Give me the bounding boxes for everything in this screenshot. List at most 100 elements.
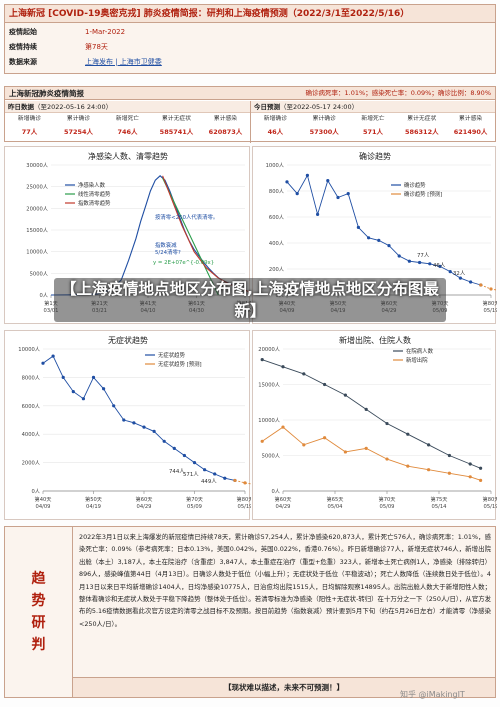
y-tick-label: 10000人 bbox=[18, 346, 40, 353]
chart-title: 新增出院、住院人数 bbox=[339, 335, 411, 345]
data-point bbox=[447, 471, 451, 475]
y-tick-label: 10000人 bbox=[26, 249, 48, 256]
data-point bbox=[458, 276, 462, 280]
yesterday-values: 77人 57254人 746人 585741人 620873人 bbox=[5, 125, 250, 139]
chart-annotation: 46人 bbox=[433, 262, 446, 269]
data-point bbox=[233, 478, 237, 483]
meta-key: 数据来源 bbox=[9, 58, 37, 66]
y-tick-label: 4000人 bbox=[22, 431, 40, 438]
x-tick-label: 04/09 bbox=[36, 504, 51, 510]
chart-annotation: 571人 bbox=[183, 471, 199, 478]
legend-label: 无症状趋势 bbox=[158, 351, 186, 359]
data-point bbox=[468, 475, 472, 479]
x-tick-label: 03/01 bbox=[44, 308, 59, 314]
data-point bbox=[260, 439, 264, 443]
data-point bbox=[285, 180, 289, 184]
today-head: 今日预测（至2022-05-17 24:00） bbox=[251, 101, 495, 113]
report-header: 上海新冠 [COVID-19奥密克戎] 肺炎疫情简报：研判和上海疫情预测（202… bbox=[4, 4, 496, 74]
data-point bbox=[102, 387, 106, 391]
y-tick-label: 800人 bbox=[269, 188, 284, 195]
x-tick-label: 05/19 bbox=[484, 308, 497, 314]
stat-label: 累计确诊 bbox=[312, 116, 336, 122]
y-tick-label: 15000人 bbox=[26, 227, 48, 234]
today-date: （至2022-05-17 24:00） bbox=[280, 103, 359, 111]
stat-label: 新增确诊 bbox=[263, 116, 287, 122]
y-tick-label: 20000人 bbox=[26, 205, 48, 212]
data-point bbox=[469, 280, 473, 284]
chart-annotation: y = 2E+07e^{-0.09x} bbox=[153, 260, 214, 266]
summary-bar: 上海新冠肺炎疫情简报 确诊病死率：1.01%；感染死亡率：0.09%；确诊比例：… bbox=[5, 87, 495, 100]
data-point bbox=[142, 425, 146, 429]
summary-title: 上海新冠肺炎疫情简报 bbox=[9, 89, 84, 98]
data-point bbox=[61, 375, 65, 379]
stat-label: 累计无症状 bbox=[407, 116, 437, 122]
y-tick-label: 30000人 bbox=[26, 162, 48, 169]
trend-study-label: 趋 势 研 判 bbox=[5, 527, 73, 697]
legend-label: 指数清零趋势 bbox=[78, 199, 111, 207]
x-tick-label: 第70天 bbox=[379, 495, 396, 503]
meta-key: 疫情起始 bbox=[9, 28, 37, 36]
chart-asymptomatic: 无症状趋势 0人 2000人 4000人 6000人 8000人 10000人 第40天 04/… bbox=[4, 330, 251, 520]
y-tick-label: 2000人 bbox=[22, 460, 40, 467]
data-point bbox=[152, 429, 156, 433]
legend-label: 净感染人数 bbox=[78, 181, 106, 189]
data-point bbox=[81, 397, 85, 401]
stat-label: 累计感染 bbox=[213, 116, 238, 122]
data-point bbox=[479, 478, 483, 482]
yesterday-labels: 新增确诊 累计确诊 新增死亡 累计无症状 累计感染 bbox=[5, 113, 250, 125]
stat-value: 571人 bbox=[362, 128, 384, 136]
chart-annotation: 449人 bbox=[201, 478, 217, 485]
data-point bbox=[213, 472, 217, 476]
y-tick-label: 0人 bbox=[32, 488, 41, 495]
data-point bbox=[406, 464, 410, 468]
stat-label: 新增死亡 bbox=[115, 116, 140, 122]
data-point bbox=[448, 270, 452, 274]
data-point bbox=[112, 404, 116, 408]
stat-label: 累计无症状 bbox=[162, 116, 191, 122]
chart-annotation: 5/24清零? bbox=[155, 248, 181, 256]
data-point bbox=[51, 354, 55, 358]
series-line bbox=[262, 359, 481, 469]
y-tick-label: 0人 bbox=[272, 488, 281, 495]
series-line bbox=[234, 479, 251, 485]
chart-annotation: 744人 bbox=[169, 468, 185, 475]
series-line bbox=[42, 355, 235, 481]
side-char: 势 bbox=[31, 593, 46, 609]
x-tick-label: 第80天 bbox=[237, 495, 251, 503]
stat-label: 累计感染 bbox=[458, 116, 483, 122]
x-tick-label: 05/04 bbox=[328, 504, 344, 510]
y-tick-label: 0人 bbox=[40, 292, 49, 299]
y-tick-label: 8000人 bbox=[22, 374, 40, 381]
x-tick-label: 第1天 bbox=[44, 299, 58, 307]
series-line bbox=[162, 177, 219, 296]
data-point bbox=[364, 446, 368, 450]
data-point bbox=[223, 476, 227, 480]
yesterday-panel: 昨日数据（至2022-05-16 24:00） 新增确诊 累计确诊 新增死亡 累… bbox=[5, 101, 251, 143]
y-tick-label: 25000人 bbox=[26, 184, 48, 191]
data-point bbox=[172, 446, 176, 450]
y-tick-label: 200人 bbox=[269, 266, 284, 273]
x-tick-label: 05/09 bbox=[187, 504, 202, 510]
source-link[interactable]: 上海发布 | 上海市卫健委 bbox=[85, 58, 162, 66]
y-tick-label: 10000人 bbox=[258, 417, 280, 424]
y-tick-label: 6000人 bbox=[22, 403, 40, 410]
data-point bbox=[385, 457, 389, 461]
chart-discharge-svg: 新增出院、住院人数 0人 5000人 10000人 15000人 20000人第60天04… bbox=[258, 335, 497, 510]
watermark: 知乎 @iMakingIT bbox=[400, 690, 465, 699]
meta-row-start: 疫情起始 1-Mar-2022 bbox=[5, 25, 495, 39]
y-tick-label: 15000人 bbox=[258, 382, 280, 389]
data-point bbox=[302, 372, 306, 376]
data-point bbox=[122, 418, 126, 422]
data-point bbox=[406, 432, 410, 436]
today-panel: 今日预测（至2022-05-17 24:00） 新增确诊 累计确诊 新增死亡 累… bbox=[251, 101, 495, 143]
data-point bbox=[302, 443, 306, 447]
data-point bbox=[343, 393, 347, 397]
yesterday-date: （至2022-05-16 24:00） bbox=[34, 103, 113, 111]
x-tick-label: 第65天 bbox=[327, 495, 344, 503]
data-point bbox=[385, 421, 389, 426]
data-point bbox=[182, 453, 186, 458]
data-point bbox=[447, 453, 451, 458]
meta-value: 第78天 bbox=[85, 43, 108, 51]
x-tick-label: 05/09 bbox=[380, 504, 395, 510]
data-point bbox=[192, 461, 197, 465]
